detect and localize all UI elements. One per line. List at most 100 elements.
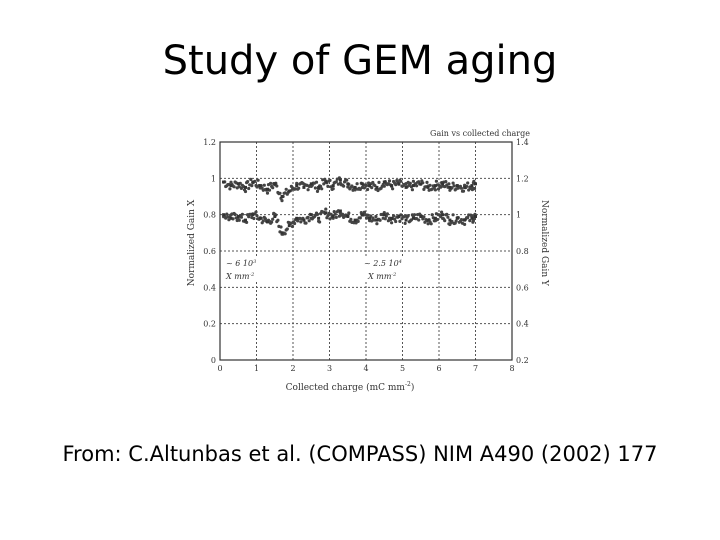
data-point — [256, 178, 260, 182]
data-marker — [302, 185, 306, 189]
data-point — [440, 210, 444, 214]
data-point — [280, 199, 284, 203]
data-point — [408, 181, 412, 185]
data-marker — [236, 182, 240, 186]
data-point — [430, 213, 434, 217]
data-point — [250, 184, 254, 188]
data-marker — [368, 216, 372, 220]
series-0 — [222, 176, 477, 203]
data-point — [422, 187, 426, 191]
data-marker — [324, 211, 328, 215]
svg-text:X mm-2: X mm-2 — [225, 272, 254, 281]
y-tick-label-left: 0 — [211, 356, 216, 365]
x-axis-label: Collected charge (mC mm-2) — [286, 381, 415, 393]
data-point — [394, 219, 398, 224]
data-marker — [448, 218, 452, 222]
data-point — [358, 187, 362, 191]
data-point — [429, 222, 433, 226]
plot-frame — [219, 141, 513, 361]
data-point — [334, 215, 338, 219]
data-point — [410, 188, 414, 192]
x-tick-label: 8 — [509, 364, 514, 373]
data-marker — [426, 218, 430, 222]
data-point — [315, 212, 320, 216]
data-point — [391, 187, 395, 191]
data-series — [222, 176, 477, 236]
svg-text:X mm-2: X mm-2 — [367, 272, 396, 281]
data-point — [263, 217, 267, 221]
data-point — [392, 214, 396, 218]
data-point — [262, 183, 266, 187]
data-point — [299, 220, 303, 224]
svg-text:~ 6 103: ~ 6 103 — [226, 259, 256, 268]
data-point — [443, 219, 447, 223]
data-point — [349, 217, 353, 221]
data-point — [246, 180, 250, 184]
data-marker — [287, 224, 291, 228]
data-marker — [455, 184, 459, 188]
data-point — [324, 207, 328, 211]
data-point — [328, 217, 332, 221]
y-tick-label-right: 1.4 — [516, 138, 529, 147]
data-point — [271, 217, 275, 221]
data-point — [374, 214, 378, 219]
data-point — [415, 184, 419, 188]
data-point — [364, 184, 369, 188]
data-point — [279, 225, 283, 229]
data-point — [394, 183, 398, 187]
data-point — [269, 181, 273, 185]
data-point — [271, 186, 275, 190]
data-point — [403, 221, 407, 225]
y-tick-label-left: 0.4 — [203, 283, 216, 292]
data-marker — [309, 182, 313, 186]
slide-caption: From: C.Altunbas et al. (COMPASS) NIM A4… — [62, 442, 658, 466]
data-marker — [375, 218, 379, 222]
data-marker — [258, 184, 262, 188]
data-point — [362, 186, 366, 190]
data-marker — [317, 216, 321, 220]
data-point — [446, 215, 450, 219]
plot-border — [219, 141, 513, 361]
data-point — [447, 182, 451, 186]
data-point — [417, 218, 421, 222]
data-marker — [411, 184, 415, 188]
data-point — [346, 185, 350, 189]
data-point — [332, 210, 336, 214]
data-point — [249, 177, 253, 181]
data-point — [377, 180, 381, 184]
data-marker — [474, 215, 477, 218]
y-tick-label-right: 0.6 — [516, 283, 529, 292]
data-point — [433, 188, 437, 192]
data-point — [366, 187, 370, 192]
data-point — [451, 181, 455, 185]
data-point — [355, 182, 359, 186]
data-marker — [273, 215, 277, 218]
annotation-left: ~ 6 103 X mm-2 — [224, 256, 270, 282]
data-marker — [302, 218, 306, 222]
data-marker — [251, 213, 255, 217]
y-tick-label-left: 0.6 — [203, 247, 216, 256]
y-tick-label-left: 1.2 — [203, 138, 216, 147]
data-marker — [404, 218, 408, 222]
data-point — [463, 222, 467, 226]
data-point — [232, 185, 236, 189]
data-point — [304, 221, 308, 225]
data-marker — [229, 184, 233, 188]
gain-vs-charge-chart: 0 1 2 3 4 5 6 7 8 0 0.2 0.4 0.6 0.8 1 1.2 0.2 0.4 0.6 0.8 1 1… — [187, 129, 549, 393]
data-marker — [287, 189, 291, 193]
data-marker — [411, 216, 415, 220]
data-point — [306, 188, 310, 192]
data-marker — [390, 216, 394, 220]
y-tick-label-right: 1 — [516, 211, 521, 220]
data-point — [247, 186, 251, 191]
svg-text:~ 2.5 104: ~ 2.5 104 — [364, 259, 402, 268]
data-marker — [258, 216, 262, 220]
data-point — [422, 215, 426, 219]
data-point — [398, 219, 402, 223]
data-point — [451, 213, 455, 217]
data-point — [306, 215, 310, 219]
data-marker — [463, 218, 467, 222]
data-point — [225, 212, 229, 216]
data-point — [326, 184, 330, 188]
data-marker — [474, 182, 477, 186]
